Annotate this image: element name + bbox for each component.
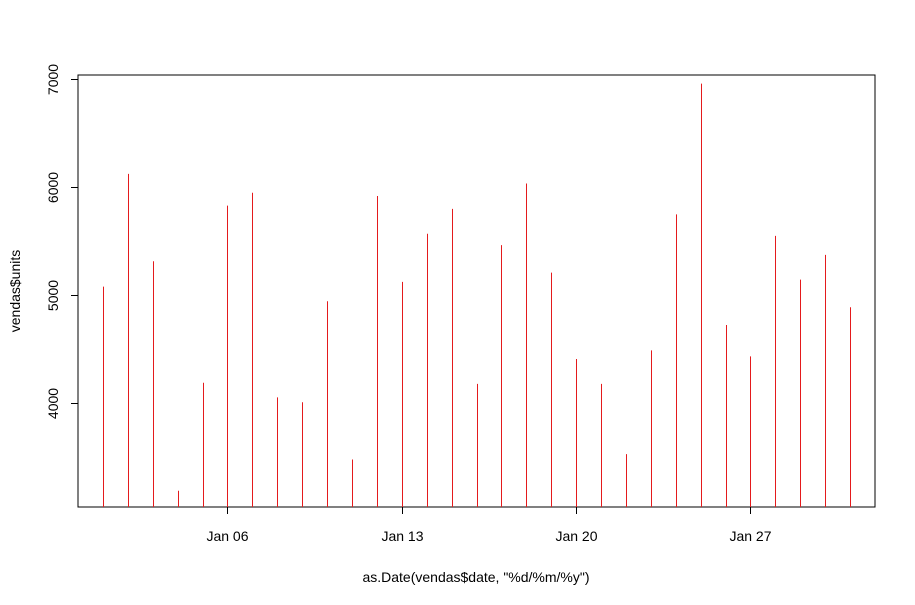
x-tick-label: Jan 13 <box>381 528 423 544</box>
plot-frame <box>77 74 876 508</box>
series-lines <box>103 83 851 507</box>
x-tick-label: Jan 27 <box>729 528 771 544</box>
x-tick-label: Jan 20 <box>555 528 597 544</box>
x-axis-label: as.Date(vendas$date, "%d/%m/%y") <box>362 569 589 585</box>
y-tick-label: 7000 <box>45 64 61 95</box>
y-axis: 4000 5000 6000 7000 <box>45 64 78 419</box>
y-tick-label: 5000 <box>45 280 61 311</box>
y-axis-label: vendas$units <box>7 250 23 333</box>
y-tick-label: 6000 <box>45 172 61 203</box>
x-axis: Jan 06 Jan 13 Jan 20 Jan 27 <box>206 507 772 544</box>
y-tick-label: 4000 <box>45 388 61 419</box>
x-tick-label: Jan 06 <box>206 528 248 544</box>
